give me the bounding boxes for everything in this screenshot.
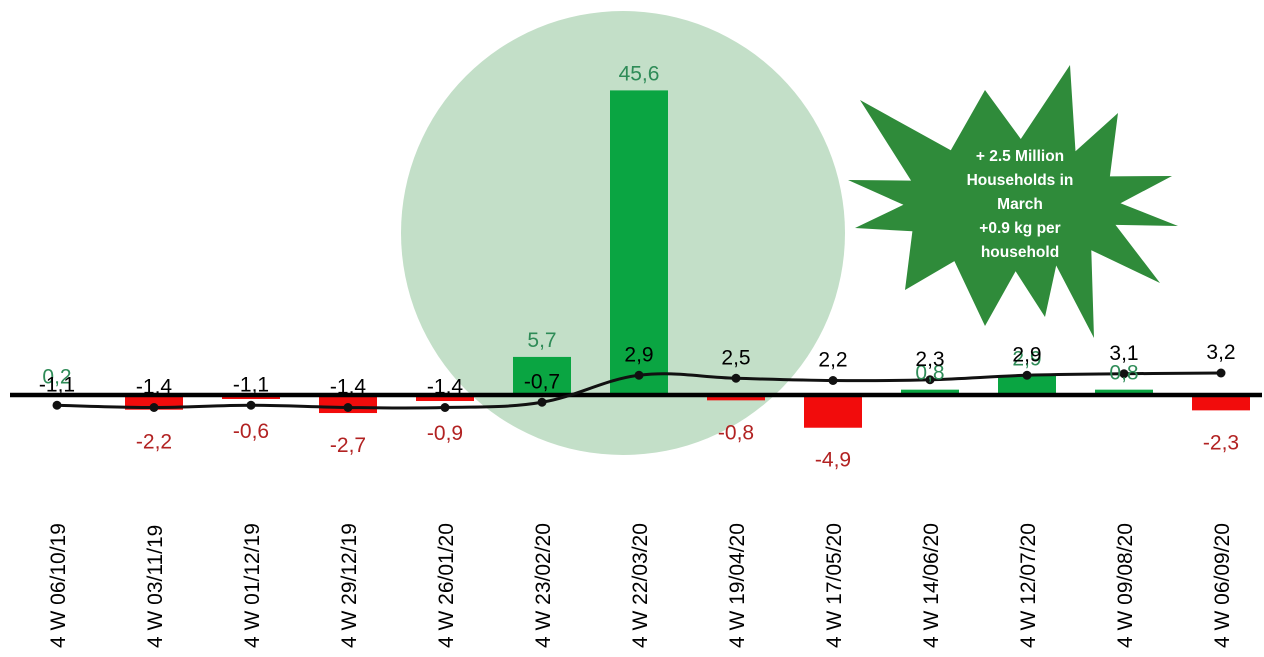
- x-tick-4: 4 W 26/01/20: [435, 523, 458, 648]
- bar-label-9: 0,8: [915, 362, 944, 385]
- bar-label-1: -2,2: [136, 431, 172, 454]
- line-point-7: [731, 373, 741, 383]
- line-point-12: [1216, 368, 1226, 378]
- line-label-3: -1,4: [330, 376, 367, 399]
- line-label-7: 2,5: [721, 346, 750, 369]
- line-point-3: [343, 403, 353, 412]
- bar-label-11: 0,8: [1109, 362, 1138, 385]
- x-tick-labels: 4 W 06/10/19 4 W 03/11/19 4 W 01/12/19 4 W …: [47, 523, 1234, 648]
- annotation-line-4: household: [981, 244, 1059, 261]
- annotation-line-2: March: [997, 196, 1043, 213]
- x-tick-5: 4 W 23/02/20: [532, 523, 555, 648]
- line-label-12: 3,2: [1206, 341, 1235, 364]
- bar-7: [707, 395, 765, 401]
- bar-12: [1192, 395, 1250, 411]
- line-label-2: -1,1: [233, 373, 269, 396]
- annotation-line-1: Households in: [967, 172, 1074, 189]
- x-tick-2: 4 W 01/12/19: [241, 523, 264, 648]
- bar-label-2: -0,6: [233, 420, 269, 443]
- annotation-burst: [848, 65, 1178, 338]
- bar-labels: 0,2 -2,2 -0,6 -2,7 -0,9 5,7 45,6 -0,8 -4,9 0,8 2,9…: [42, 62, 1239, 471]
- x-tick-7: 4 W 19/04/20: [726, 523, 749, 648]
- bar-label-5: 5,7: [527, 329, 556, 352]
- line-label-5: -0,7: [524, 370, 560, 393]
- line-point-2: [246, 400, 256, 410]
- line-label-11: 3,1: [1109, 342, 1138, 365]
- line-point-9: [925, 375, 935, 385]
- line-label-8: 2,2: [818, 349, 847, 372]
- bar-label-0: 0,2: [42, 366, 71, 389]
- bar-9: [901, 389, 959, 395]
- bar-label-3: -2,7: [330, 434, 366, 457]
- line-point-10: [1022, 370, 1032, 380]
- bar-label-6: 45,6: [619, 62, 660, 85]
- bar-8: [804, 395, 862, 428]
- line-labels: -1,1 -1,4 -1,1 -1,4 -1,4 -0,7 2,9 2,5 2,2 2,3 2,9 3…: [39, 341, 1236, 399]
- bar-label-8: -4,9: [815, 449, 851, 472]
- x-tick-11: 4 W 09/08/20: [1114, 523, 1137, 648]
- trend-points: [52, 368, 1226, 412]
- line-label-4: -1,4: [427, 376, 464, 399]
- annotation-text: + 2.5 Million Households in March +0.9 kg p…: [967, 148, 1074, 261]
- line-point-4: [440, 403, 450, 412]
- x-tick-12: 4 W 06/09/20: [1211, 523, 1234, 648]
- bar-label-12: -2,3: [1203, 431, 1239, 454]
- x-tick-6: 4 W 22/03/20: [629, 523, 652, 648]
- bar-10: [998, 375, 1056, 395]
- line-point-11: [1119, 369, 1129, 379]
- bar-6: [610, 90, 668, 395]
- line-point-8: [828, 376, 838, 385]
- annotation-line-3: +0.9 kg per: [979, 220, 1060, 237]
- line-label-9: 2,3: [915, 348, 944, 371]
- line-label-10: 2,9: [1012, 343, 1041, 366]
- line-point-5: [537, 397, 547, 407]
- x-tick-3: 4 W 29/12/19: [338, 523, 361, 648]
- line-point-1: [149, 403, 159, 412]
- x-tick-1: 4 W 03/11/19: [144, 525, 167, 648]
- bar-label-10: 2,9: [1012, 348, 1041, 371]
- line-label-1: -1,4: [136, 376, 173, 399]
- bar-label-4: -0,9: [427, 422, 463, 445]
- x-tick-0: 4 W 06/10/19: [47, 523, 70, 648]
- x-tick-10: 4 W 12/07/20: [1017, 523, 1040, 648]
- bar-5: [513, 356, 571, 395]
- bar-label-7: -0,8: [718, 421, 754, 444]
- line-label-6: 2,9: [624, 343, 653, 366]
- x-tick-9: 4 W 14/06/20: [920, 523, 943, 648]
- bar-11: [1095, 389, 1153, 395]
- annotation-line-0: + 2.5 Million: [976, 148, 1064, 165]
- line-label-0: -1,1: [39, 373, 75, 396]
- line-point-0: [52, 400, 62, 410]
- x-tick-8: 4 W 17/05/20: [823, 523, 846, 648]
- bar-4: [416, 395, 474, 402]
- line-point-6: [634, 370, 644, 380]
